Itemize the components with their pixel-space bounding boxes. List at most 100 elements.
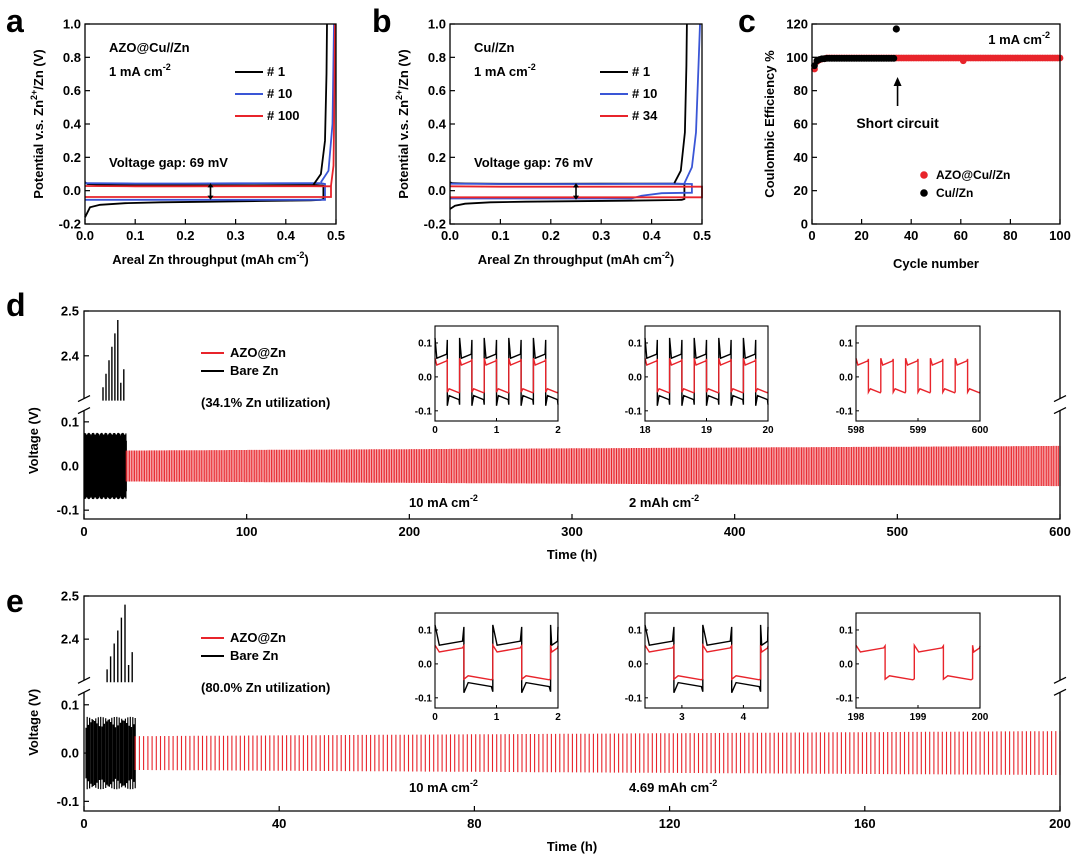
inset-y-tick-label: -0.1 bbox=[836, 406, 854, 417]
gap-arrow-head-down bbox=[207, 195, 214, 200]
y-axis-label: Potential v.s. Zn2+/Zn (V) bbox=[394, 49, 411, 198]
panel-a: a0.0 0.1 0.2 0.3 0.4 0.5-0.20.00.20.40.60.81.… bbox=[6, 3, 345, 267]
plot-frame-top bbox=[83, 310, 1061, 399]
inset-y-tick-label: 0.0 bbox=[418, 372, 432, 383]
voltage-gap-label: Voltage gap: 76 mV bbox=[474, 155, 593, 170]
inset-x-tick-label: 600 bbox=[972, 425, 989, 436]
y-tick-label: 20 bbox=[794, 183, 808, 198]
x-tick-label: 100 bbox=[1049, 228, 1071, 243]
panel-d: d0 100 200 300 400 500 600-0.10.00.12.42.5Time… bbox=[6, 287, 1071, 562]
y-axis-label: Coulombic Efficiency % bbox=[762, 50, 777, 198]
legend-label: # 1 bbox=[632, 64, 650, 79]
x-tick-label: 40 bbox=[904, 228, 918, 243]
inset-bare-zn-curve bbox=[644, 624, 769, 693]
panel-title: AZO@Cu//Zn bbox=[109, 40, 190, 55]
series-line-a-1 bbox=[84, 182, 326, 201]
x-tick-label: 200 bbox=[398, 524, 420, 539]
voltage-gap-label: Voltage gap: 69 mV bbox=[109, 155, 228, 170]
series-line-a-2 bbox=[84, 185, 332, 198]
charge-curve-b-1 bbox=[683, 23, 701, 184]
y-tick-label: 0.6 bbox=[428, 83, 446, 98]
y-tick-label: 0.2 bbox=[63, 150, 81, 165]
inset-azo-curve bbox=[644, 358, 769, 394]
axis-break-icon bbox=[1053, 676, 1067, 696]
axis-break-icon bbox=[77, 395, 91, 415]
inset-y-tick-label: 0.0 bbox=[418, 659, 432, 670]
y-tick-label: 0.0 bbox=[428, 183, 446, 198]
y-tick-label: 0.1 bbox=[61, 414, 79, 429]
panel-label-d: d bbox=[6, 287, 26, 323]
x-tick-label: 60 bbox=[954, 228, 968, 243]
x-tick-label: 0 bbox=[808, 228, 815, 243]
azo-trace-d bbox=[125, 445, 1061, 487]
inset-x-tick-label: 198 bbox=[848, 712, 865, 723]
utilization-label: (34.1% Zn utilization) bbox=[201, 395, 330, 410]
inset-y-tick-label: 0.1 bbox=[628, 625, 642, 636]
legend-marker bbox=[920, 189, 928, 197]
x-tick-label: 500 bbox=[886, 524, 908, 539]
gap-arrow-head-up bbox=[573, 183, 579, 188]
y-tick-label: 2.4 bbox=[61, 348, 80, 363]
charge-curve-a-1 bbox=[320, 23, 335, 183]
y-tick-label: 40 bbox=[794, 150, 808, 165]
x-axis-label: Areal Zn throughput (mAh cm-2) bbox=[478, 250, 675, 267]
capacity-label: 4.69 mAh cm-2 bbox=[629, 778, 717, 795]
panel-b: b0.0 0.1 0.2 0.3 0.4 0.5-0.20.00.20.40.60.81.… bbox=[372, 3, 711, 267]
x-axis-label: Cycle number bbox=[893, 256, 979, 271]
y-tick-label: 0.4 bbox=[428, 117, 447, 132]
x-tick-label: 0.1 bbox=[126, 228, 144, 243]
y-tick-label: 0 bbox=[801, 217, 808, 232]
inset-e-1: 3 4 -0.1 0.0 0.1 bbox=[625, 612, 769, 723]
y-tick-label: 2.5 bbox=[61, 589, 79, 604]
inset-y-tick-label: 0.0 bbox=[628, 372, 642, 383]
inset-x-tick-label: 1 bbox=[494, 712, 500, 723]
inset-y-tick-label: 0.1 bbox=[839, 338, 853, 349]
panel-label-a: a bbox=[6, 3, 24, 39]
y-tick-label: 0.4 bbox=[63, 117, 82, 132]
inset-y-tick-label: 0.0 bbox=[839, 372, 853, 383]
inset-y-tick-label: -0.1 bbox=[415, 406, 433, 417]
inset-x-tick-label: 0 bbox=[432, 712, 438, 723]
x-tick-label: 0.4 bbox=[277, 228, 296, 243]
panel-title: Cu//Zn bbox=[474, 40, 514, 55]
bare-zn-spikes-e bbox=[106, 604, 133, 683]
x-axis-label: Areal Zn throughput (mAh cm-2) bbox=[112, 250, 309, 267]
y-tick-label: 0.0 bbox=[63, 183, 81, 198]
inset-x-tick-label: 18 bbox=[639, 425, 651, 436]
azo-trace-e bbox=[134, 731, 1061, 775]
x-tick-label: 0.5 bbox=[693, 228, 711, 243]
inset-y-tick-label: 0.0 bbox=[628, 659, 642, 670]
axis-break-icon bbox=[77, 676, 91, 696]
y-tick-label: 60 bbox=[794, 117, 808, 132]
legend-label: AZO@Zn bbox=[230, 345, 286, 360]
y-tick-label: 100 bbox=[786, 50, 808, 65]
series-line-b-1 bbox=[449, 182, 693, 200]
legend-label: # 10 bbox=[267, 86, 292, 101]
plot-frame-top bbox=[83, 595, 1061, 681]
condition-label: 1 mA cm-2 bbox=[988, 30, 1050, 47]
inset-x-tick-label: 20 bbox=[762, 425, 774, 436]
series-line-a-0 bbox=[84, 181, 325, 218]
x-tick-label: 0.3 bbox=[592, 228, 610, 243]
point-cu bbox=[890, 54, 898, 62]
inset-d-2: 598 599 600 -0.1 0.0 0.1 bbox=[836, 325, 989, 436]
inset-azo-curve bbox=[434, 642, 559, 681]
inset-d-0: 0 1 2 -0.1 0.0 0.1 bbox=[415, 325, 561, 436]
inset-e-2: 198 199 200 -0.1 0.0 0.1 bbox=[836, 612, 989, 723]
x-tick-label: 0.0 bbox=[76, 228, 94, 243]
condition-label: 1 mA cm-2 bbox=[109, 62, 171, 79]
y-tick-label: 0.1 bbox=[61, 697, 79, 712]
y-tick-label: 0.0 bbox=[61, 459, 79, 474]
inset-y-tick-label: 0.1 bbox=[628, 338, 642, 349]
inset-x-tick-label: 2 bbox=[555, 425, 561, 436]
y-tick-label: 1.0 bbox=[63, 17, 81, 32]
x-tick-label: 0.5 bbox=[327, 228, 345, 243]
y-tick-label: 80 bbox=[794, 83, 808, 98]
inset-background bbox=[645, 613, 768, 708]
x-tick-label: 0 bbox=[80, 816, 87, 831]
x-tick-label: 80 bbox=[467, 816, 481, 831]
legend-label: Bare Zn bbox=[230, 648, 278, 663]
inset-y-tick-label: 0.1 bbox=[839, 625, 853, 636]
y-tick-label: 1.0 bbox=[428, 17, 446, 32]
